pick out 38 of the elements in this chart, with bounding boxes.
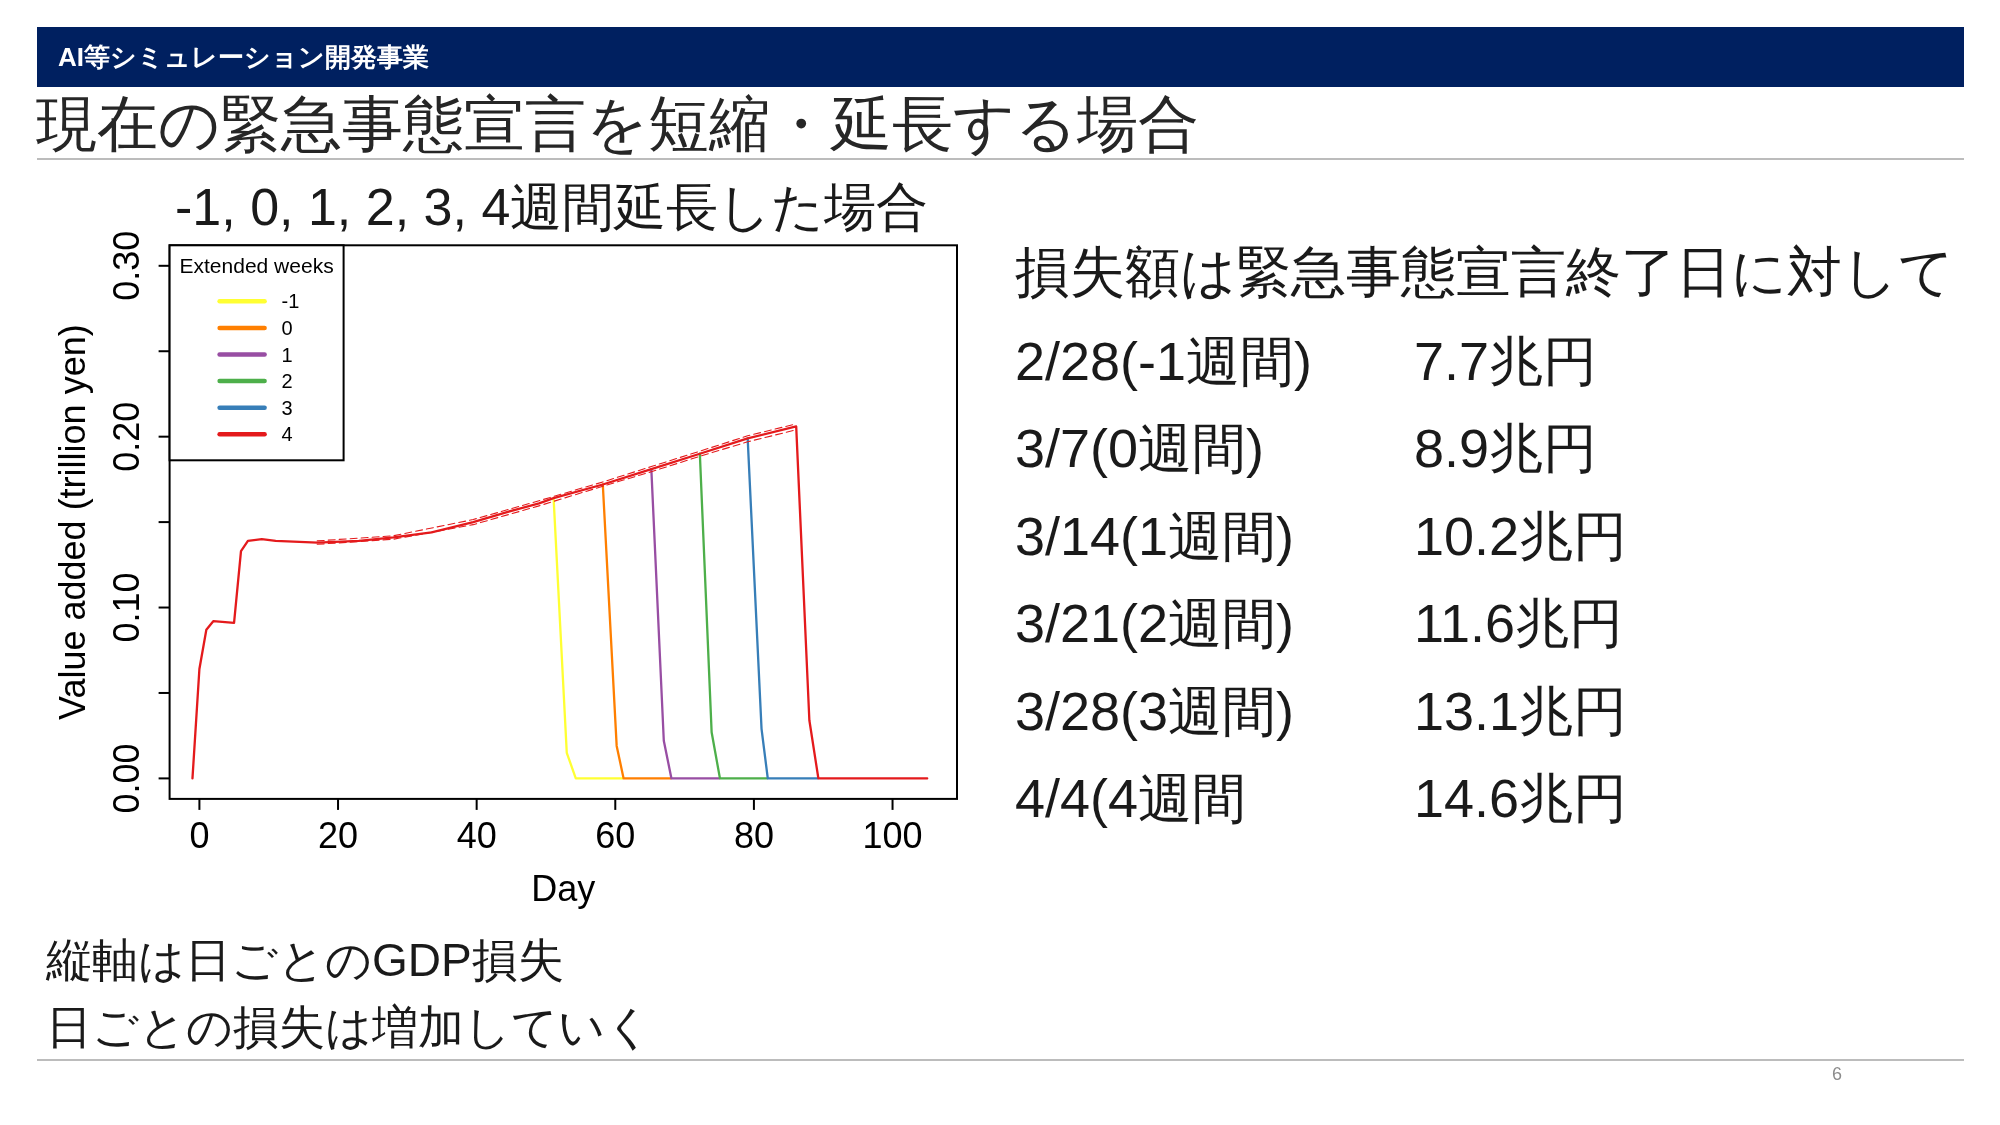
ylabel: Value added (trillion yen) [52, 324, 94, 720]
header: AI等シミュレーション開発事業 [58, 42, 429, 72]
card-title: 損失額は緊急事態宣言終了日に対して [1015, 241, 1954, 303]
card-text: 3/21(2週間) [1015, 593, 1295, 654]
card-text: 7.7兆円 [1414, 331, 1598, 391]
xtick: 100 [862, 814, 923, 856]
xtick: 0 [189, 814, 210, 856]
legend-label: 1 [281, 343, 293, 366]
legend-label: 2 [281, 370, 293, 393]
card-text: 3/7(0週間) [1015, 418, 1265, 479]
xtick: 40 [456, 814, 497, 856]
page-number: 6 [1832, 1064, 1842, 1084]
legend-title: Extended weeks [179, 253, 334, 277]
title: 現在の緊急事態宣言を短縮・延長する場合 [36, 90, 1199, 158]
card-text: 13.1兆円 [1414, 680, 1628, 741]
ytick: 0.00 [106, 743, 148, 814]
card-text: 11.6兆円 [1414, 593, 1624, 654]
card-text: 3/28(3週間) [1015, 680, 1295, 741]
card-text: 8.9兆円 [1414, 418, 1598, 479]
card-text: 2/28(-1週間) [1015, 331, 1313, 391]
card-text: 3/14(1週間) [1015, 505, 1295, 566]
note: 縦軸は日ごとのGDP損失 [46, 934, 564, 986]
chart-title: -1, 0, 1, 2, 3, 4週間延長した場合 [175, 178, 929, 236]
ytick: 0.10 [106, 572, 148, 643]
note: 日ごとの損失は増加していく [46, 1001, 652, 1053]
card-text: 4/4(4週間 [1015, 768, 1247, 828]
xtick: 20 [318, 814, 359, 856]
xtick: 60 [595, 814, 636, 856]
ytick: 0.30 [106, 230, 148, 301]
legend-label: 3 [281, 396, 293, 419]
legend-label: -1 [281, 290, 300, 313]
legend-label: 4 [281, 423, 293, 446]
legend-label: 0 [281, 316, 293, 339]
ytick: 0.20 [106, 401, 148, 472]
card-text: 10.2兆円 [1414, 505, 1628, 566]
xlabel: Day [531, 867, 596, 909]
xtick: 80 [733, 814, 774, 856]
card-text: 14.6兆円 [1414, 768, 1628, 828]
